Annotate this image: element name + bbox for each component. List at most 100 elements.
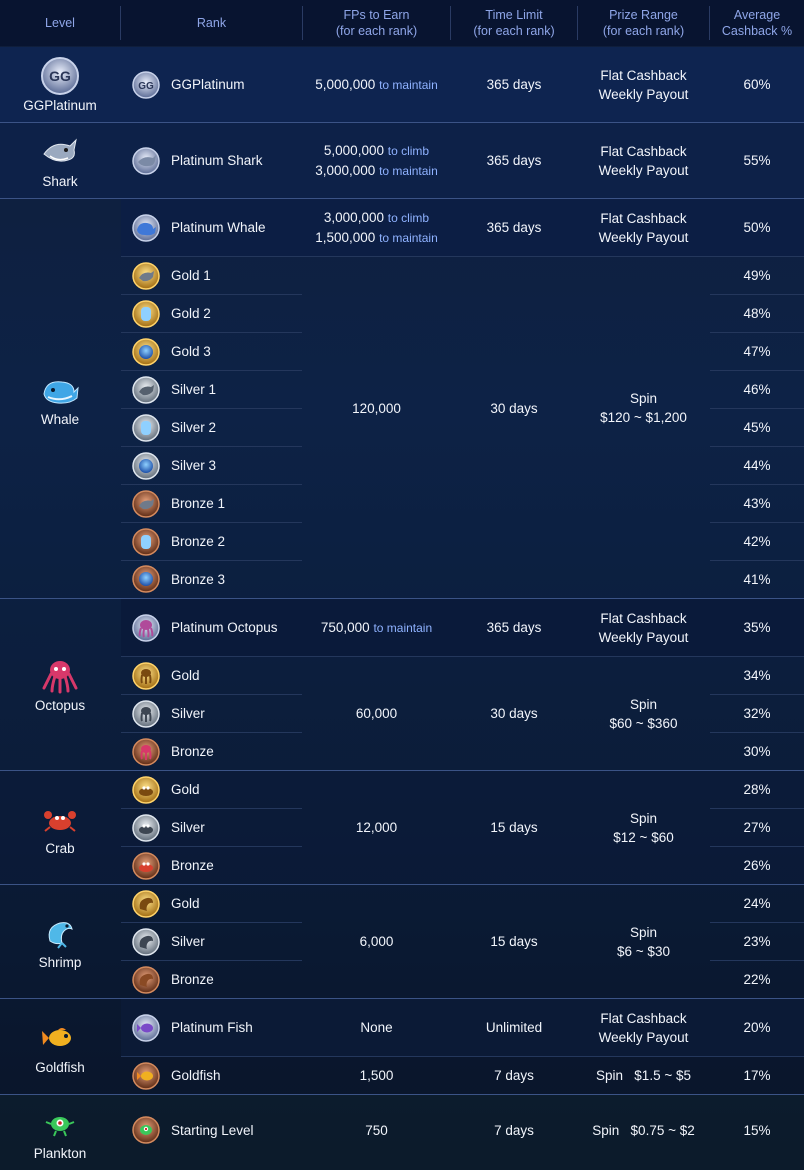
prize-line-2: $0.75 ~ $2 — [630, 1122, 695, 1138]
goldfish-icon — [42, 1028, 71, 1046]
prize-line-1: Flat Cashback — [600, 143, 687, 159]
cashback-value: 41% — [743, 571, 771, 587]
fps-line: 3,000,000 to maintain — [315, 161, 438, 181]
rank-crab-bronze: Bronze — [121, 847, 302, 884]
fps-shrimp-group: 6,000 — [303, 885, 450, 998]
silver-shrimp-badge-icon — [132, 927, 160, 956]
prize-line-2: $60 ~ $360 — [609, 715, 678, 731]
prize-line: Spin $1.5 ~ $5 — [596, 1066, 691, 1085]
prize-line-2: Weekly Payout — [598, 86, 689, 102]
rank-label: Platinum Shark — [171, 153, 263, 168]
row-divider — [121, 732, 302, 733]
level-label: Whale — [40, 411, 80, 427]
cashback-value: 43% — [743, 496, 771, 511]
rank-platinum-octopus: Platinum Octopus — [121, 599, 302, 656]
rank-octopus-gold: Gold — [121, 657, 302, 694]
header-rank-label: Rank — [196, 16, 227, 30]
prize-line-2: Weekly Payout — [598, 629, 689, 645]
platinum-shark-badge-icon — [132, 146, 160, 175]
level-label: Plankton — [33, 1146, 87, 1161]
time-value: 30 days — [490, 706, 538, 721]
bronze-shrimp-badge-icon — [132, 965, 160, 994]
row-divider — [710, 408, 804, 409]
header-cashback-label: Average — [733, 8, 781, 22]
rank-label: Bronze — [171, 858, 214, 873]
silver-badge-icon — [132, 413, 160, 442]
cashback-value: 26% — [743, 858, 771, 873]
fps-line: 5,000,000 to maintain — [315, 75, 438, 95]
fps-value: 5,000,000 — [323, 142, 384, 158]
rank-label: Goldfish — [171, 1068, 221, 1083]
row-divider — [710, 922, 804, 923]
gold-shrimp-badge-icon — [132, 889, 160, 918]
header-time-sub: (for each rank) — [473, 24, 555, 38]
fps-value: 12,000 — [355, 820, 398, 835]
cashback-value: 46% — [743, 382, 771, 397]
header-cashback: Average Cashback % — [710, 0, 804, 46]
fps-note: to maintain — [379, 77, 438, 92]
level-plankton: Plankton — [0, 1095, 120, 1170]
fps-ggplatinum: 5,000,000 to maintain — [303, 47, 450, 122]
time-crab-group: 15 days — [451, 771, 577, 884]
rank-label: Bronze 3 — [171, 571, 226, 587]
row-divider — [710, 694, 804, 695]
prize-line-1: Spin — [592, 1122, 620, 1138]
cashback-value: 60% — [743, 77, 771, 92]
time-value: 7 days — [494, 1068, 534, 1083]
cashback-gold-3: 47% — [710, 333, 804, 370]
fps-value: 60,000 — [355, 706, 398, 721]
table-header: Level Rank FPs to Earn (for each rank) Ti… — [0, 0, 804, 46]
octopus-icon — [42, 661, 78, 694]
rank-goldfish: Goldfish — [121, 1057, 302, 1094]
header-fps-label: FPs to Earn — [343, 8, 410, 22]
time-value: 365 days — [486, 153, 542, 168]
level-ggplatinum: GG GGPlatinum — [0, 47, 120, 122]
group-divider — [0, 198, 804, 199]
rank-shrimp-silver: Silver — [121, 923, 302, 960]
cashback-value: 30% — [743, 744, 771, 759]
row-divider — [121, 846, 302, 847]
rank-label: Bronze 2 — [171, 534, 226, 549]
time-plankton: 7 days — [451, 1095, 577, 1165]
cashback-value: 48% — [743, 306, 771, 321]
fps-whale-platinum: 3,000,000 to climb 1,500,000 to maintain — [303, 199, 450, 256]
cashback-silver-2: 45% — [710, 409, 804, 446]
time-value: 365 days — [486, 620, 542, 635]
prize-line-2: Weekly Payout — [598, 229, 689, 245]
row-divider — [121, 332, 302, 333]
rank-label: Silver — [171, 706, 205, 721]
header-time: Time Limit (for each rank) — [451, 0, 577, 46]
gold-badge-icon — [132, 261, 160, 290]
fps-value: 3,000,000 — [323, 209, 384, 225]
row-divider — [121, 256, 804, 257]
fps-value: 6,000 — [359, 934, 394, 949]
cashback-bronze-2: 42% — [710, 523, 804, 560]
group-divider — [0, 998, 804, 999]
rank-label: Bronze — [171, 744, 214, 759]
prize-line-1: Flat Cashback — [600, 610, 687, 626]
rank-silver-3: Silver 3 — [121, 447, 302, 484]
row-divider — [710, 332, 804, 333]
cashback-value: 55% — [743, 153, 771, 168]
level-shrimp: Shrimp — [0, 885, 120, 998]
row-divider — [710, 846, 804, 847]
cashback-value: 27% — [743, 820, 771, 835]
header-divider — [577, 6, 578, 40]
prize-crab-group: Spin $12 ~ $60 — [578, 771, 709, 884]
rank-silver-1: Silver 1 — [121, 371, 302, 408]
prize-octopus-group: Spin $60 ~ $360 — [578, 657, 709, 770]
prize-line-2: $1.5 ~ $5 — [634, 1068, 691, 1083]
header-divider — [450, 6, 451, 40]
cashback-crab-bronze: 26% — [710, 847, 804, 884]
cashback-octopus-bronze: 30% — [710, 733, 804, 770]
fps-value: 5,000,000 — [315, 76, 376, 92]
row-divider — [710, 522, 804, 523]
bronze-badge-icon — [132, 489, 160, 518]
time-whale-group: 30 days — [451, 257, 577, 559]
row-divider — [710, 732, 804, 733]
cashback-value: 44% — [743, 458, 771, 473]
row-divider — [710, 446, 804, 447]
silver-badge-icon — [132, 451, 160, 480]
header-fps-sub: (for each rank) — [335, 24, 418, 38]
cashback-silver-1: 46% — [710, 371, 804, 408]
